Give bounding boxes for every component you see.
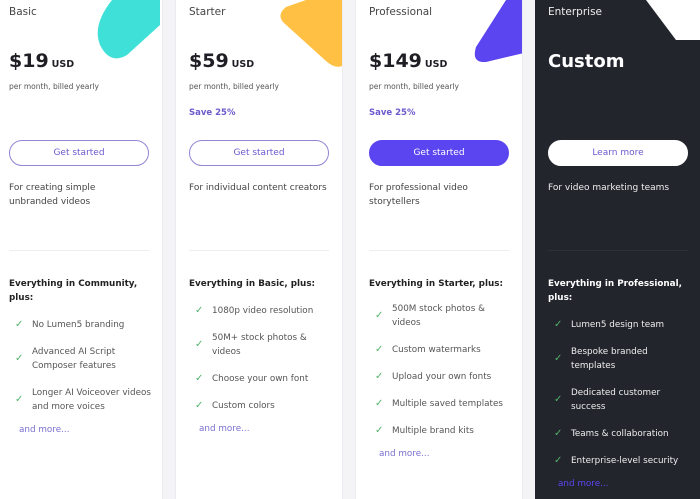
divider xyxy=(9,250,149,251)
save-badge: Save 25% xyxy=(189,108,236,118)
check-icon: ✓ xyxy=(195,373,204,384)
check-icon: ✓ xyxy=(554,319,563,330)
billing-note: per month, billed yearly xyxy=(189,82,279,91)
plan-name: Starter xyxy=(189,6,226,18)
plan-description: For professional video storytellers xyxy=(369,183,468,207)
and-more-link[interactable]: and more... xyxy=(558,479,609,489)
feature-item: ✓ Longer AI Voiceover videos and more voi… xyxy=(15,388,151,412)
check-icon: ✓ xyxy=(554,455,563,466)
check-icon: ✓ xyxy=(554,353,563,364)
decorative-blob xyxy=(474,0,522,63)
get-started-button[interactable]: Get started xyxy=(189,140,329,166)
plan-name: Enterprise xyxy=(548,6,603,18)
plan-name: Professional xyxy=(369,6,433,18)
check-icon: ✓ xyxy=(15,394,24,405)
feature-item: ✓ Teams & collaboration xyxy=(554,428,669,439)
plan-description: For individual content creators xyxy=(189,183,327,193)
check-icon: ✓ xyxy=(15,353,24,364)
save-badge: Save 25% xyxy=(369,108,416,118)
decorative-blob xyxy=(97,0,160,59)
plan-price: $19 USD xyxy=(9,50,75,72)
feature-item: ✓ Multiple brand kits xyxy=(375,425,474,436)
check-icon: ✓ xyxy=(375,310,384,321)
plan-card-starter: Starter $59 USD per month, billed yearly … xyxy=(175,0,343,499)
features-heading: Everything in Professional, plus: xyxy=(548,279,682,303)
divider xyxy=(548,250,688,251)
get-started-button[interactable]: Get started xyxy=(369,140,509,166)
feature-item: ✓ 1080p video resolution xyxy=(195,305,314,316)
check-icon: ✓ xyxy=(195,339,204,350)
plan-price: $59 USD xyxy=(189,50,255,72)
feature-item: ✓ Custom watermarks xyxy=(375,344,481,355)
check-icon: ✓ xyxy=(554,394,563,405)
feature-item: ✓ Multiple saved templates xyxy=(375,398,504,409)
decorative-blob xyxy=(280,0,342,67)
feature-item: ✓ Lumen5 design team xyxy=(554,319,665,330)
and-more-link[interactable]: and more... xyxy=(199,424,250,434)
check-icon: ✓ xyxy=(375,425,384,436)
check-icon: ✓ xyxy=(195,305,204,316)
and-more-link[interactable]: and more... xyxy=(379,449,430,459)
feature-item: ✓ Enterprise-level security xyxy=(554,455,679,466)
feature-item: ✓ 500M stock photos & videos xyxy=(375,304,485,328)
divider xyxy=(189,250,329,251)
billing-note: per month, billed yearly xyxy=(369,82,459,91)
check-icon: ✓ xyxy=(15,319,24,330)
feature-item: ✓ Custom colors xyxy=(195,400,275,411)
features-heading: Everything in Starter, plus: xyxy=(369,279,503,289)
plan-card-enterprise: Enterprise Custom Learn more For video m… xyxy=(535,0,700,499)
feature-item: ✓ Dedicated customer success xyxy=(554,388,661,412)
feature-item: ✓ No Lumen5 branding xyxy=(15,319,125,330)
learn-more-button[interactable]: Learn more xyxy=(548,140,688,166)
check-icon: ✓ xyxy=(195,400,204,411)
get-started-button[interactable]: Get started xyxy=(9,140,149,166)
features-heading: Everything in Community, plus: xyxy=(9,279,138,303)
and-more-link[interactable]: and more... xyxy=(19,425,70,435)
feature-list: ✓ Lumen5 design team ✓ Bespoke branded tem… xyxy=(554,318,694,489)
feature-item: ✓ 50M+ stock photos & videos xyxy=(195,333,307,357)
billing-note: per month, billed yearly xyxy=(9,82,99,91)
feature-item: ✓ Upload your own fonts xyxy=(375,371,492,382)
check-icon: ✓ xyxy=(554,428,563,439)
features-heading: Everything in Basic, plus: xyxy=(189,279,316,289)
feature-list: ✓ 500M stock photos & videos ✓ Custom wate… xyxy=(375,302,515,459)
check-icon: ✓ xyxy=(375,344,384,355)
check-icon: ✓ xyxy=(375,371,384,382)
plan-card-basic: Basic $19 USD per month, billed yearly Ge… xyxy=(0,0,163,499)
feature-item: ✓ Advanced AI Script Composer features xyxy=(15,347,116,371)
decorative-blob xyxy=(646,0,700,40)
feature-list: ✓ 1080p video resolution ✓ 50M+ stock phot… xyxy=(195,304,325,434)
feature-item: ✓ Bespoke branded templates xyxy=(554,347,648,371)
feature-list: ✓ No Lumen5 branding ✓ Advanced AI Script … xyxy=(15,318,155,435)
divider xyxy=(369,250,509,251)
plan-card-professional: Professional $149 USD per month, billed y… xyxy=(355,0,523,499)
feature-item: ✓ Choose your own font xyxy=(195,373,309,384)
plan-description: For video marketing teams xyxy=(548,183,670,193)
plan-price: Custom xyxy=(548,51,625,72)
plan-price: $149 USD xyxy=(369,50,448,72)
plan-description: For creating simple unbranded videos xyxy=(9,183,96,207)
check-icon: ✓ xyxy=(375,398,384,409)
plan-name: Basic xyxy=(9,6,37,18)
